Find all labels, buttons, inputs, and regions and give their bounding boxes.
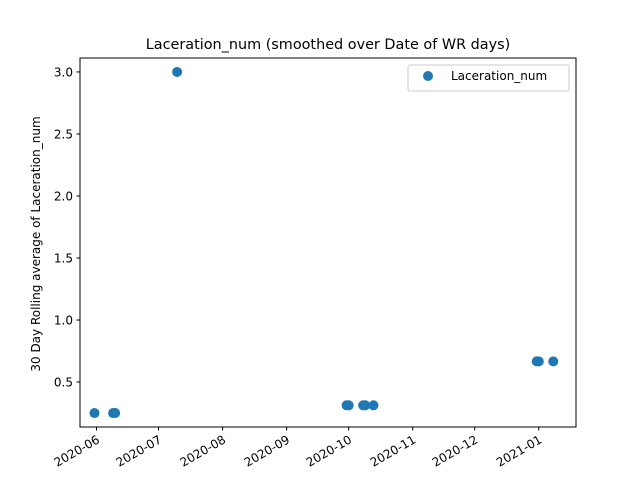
x-axis-ticks: 2020-06 2020-07 2020-08 2020-09 2020-10 2020-… bbox=[52, 427, 544, 470]
legend-marker bbox=[423, 71, 433, 81]
axes-frame bbox=[79, 57, 577, 428]
chart-title: Laceration_num (smoothed over Date of WR… bbox=[146, 37, 510, 53]
x-tick-label: 2020-12 bbox=[430, 432, 480, 469]
scatter-points bbox=[89, 66, 559, 419]
legend-label: Laceration_num bbox=[451, 69, 547, 83]
y-tick-label: 1.0 bbox=[54, 314, 73, 328]
x-tick-label: 2021-01 bbox=[494, 432, 544, 469]
y-tick-label: 2.0 bbox=[54, 189, 73, 203]
data-point bbox=[548, 356, 559, 367]
x-tick-label: 2020-10 bbox=[304, 432, 354, 469]
data-point bbox=[533, 356, 544, 367]
x-tick-label: 2020-08 bbox=[178, 432, 228, 469]
y-tick-label: 1.5 bbox=[54, 252, 73, 266]
legend-box bbox=[407, 64, 570, 92]
x-tick-label: 2020-07 bbox=[114, 432, 164, 469]
y-tick-label: 2.5 bbox=[54, 127, 73, 141]
y-axis-label: 30 Day Rolling average of Laceration_num bbox=[29, 116, 43, 371]
x-tick-label: 2020-06 bbox=[52, 432, 102, 469]
data-point bbox=[89, 408, 100, 419]
y-tick-label: 0.5 bbox=[54, 376, 73, 390]
data-point bbox=[368, 400, 379, 411]
data-point bbox=[343, 400, 354, 411]
y-axis-ticks: 0.5 1.0 1.5 2.0 2.5 3.0 bbox=[54, 65, 80, 390]
legend: Laceration_num bbox=[407, 64, 570, 92]
x-tick-label: 2020-11 bbox=[368, 432, 418, 469]
data-point bbox=[360, 400, 371, 411]
y-tick-label: 3.0 bbox=[54, 65, 73, 79]
data-point bbox=[172, 66, 183, 77]
data-point bbox=[110, 408, 121, 419]
x-tick-label: 2020-09 bbox=[242, 432, 292, 469]
